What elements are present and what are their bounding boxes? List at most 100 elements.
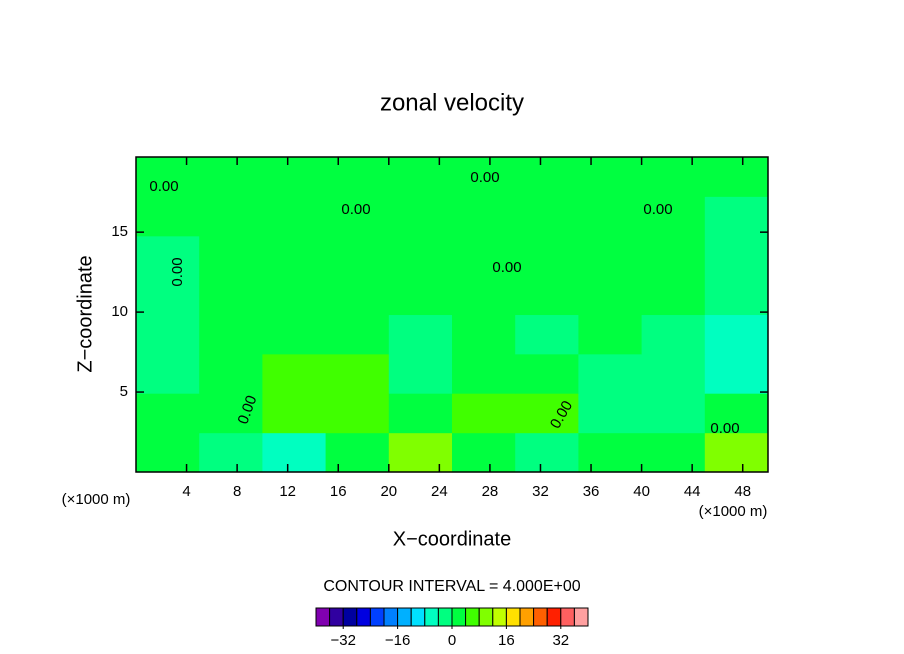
contour-cell [452, 235, 516, 276]
contour-cell [262, 353, 327, 394]
x-tick-label: 32 [532, 483, 549, 500]
contour-cell [704, 353, 769, 394]
contour-cell [704, 275, 769, 316]
y-axis-label: Z−coordinate [74, 255, 96, 372]
contour-label: 0.00 [169, 257, 186, 286]
contour-cell [452, 393, 516, 434]
contour-cell [199, 393, 263, 434]
contour-label: 0.00 [149, 178, 178, 195]
colorbar-box [329, 607, 344, 627]
contour-cell [704, 196, 769, 237]
x-tick-label: 24 [431, 483, 448, 500]
x-tick-label: 48 [734, 483, 751, 500]
y-tick-label: 15 [111, 223, 128, 240]
contour-cell [136, 353, 200, 394]
x-axis-label: X−coordinate [393, 528, 511, 550]
contour-cell [325, 275, 390, 316]
contour-cell [325, 156, 390, 197]
contour-cell [325, 235, 390, 276]
contour-cell [452, 196, 516, 237]
contour-cell [199, 156, 263, 197]
contour-cell [452, 156, 516, 197]
colorbar-box [533, 607, 548, 627]
contour-cell [388, 275, 453, 316]
colorbar-box [505, 607, 521, 627]
contour-cell [641, 275, 706, 316]
colorbar-box [410, 607, 426, 627]
colorbar-box [451, 607, 467, 627]
colorbar-tick-label: 16 [498, 632, 515, 649]
contour-cell [388, 393, 453, 434]
contour-cell [262, 393, 327, 434]
contour-cell [388, 196, 453, 237]
contour-cell [641, 314, 706, 355]
contour-cell [641, 196, 706, 237]
contour-cell [704, 314, 769, 355]
colorbar-box [560, 607, 575, 627]
contour-cell [262, 235, 327, 276]
x-unit-label: (×1000 m) [62, 491, 131, 508]
contour-cell [515, 156, 579, 197]
contour-cell [515, 393, 579, 434]
contour-cell [515, 353, 579, 394]
colorbar-box [465, 607, 480, 627]
colorbar-box [397, 607, 412, 627]
contour-cell [388, 353, 453, 394]
contour-cell [578, 393, 643, 434]
contour-cell [515, 314, 579, 355]
colorbar-box [478, 607, 494, 627]
contour-cell [452, 314, 516, 355]
colorbar-box [492, 607, 507, 627]
contour-cell [578, 432, 643, 473]
contour-cell [325, 314, 390, 355]
colorbar-tick-label: −32 [330, 632, 355, 649]
contour-label: 0.00 [341, 201, 370, 218]
x-tick-label: 40 [633, 483, 650, 500]
colorbar-box [315, 607, 331, 627]
y-tick-label: 5 [120, 383, 128, 400]
contour-cell [641, 432, 706, 473]
contour-cell [262, 432, 327, 473]
contour-cell [136, 235, 200, 276]
x-unit-label: (×1000 m) [699, 503, 768, 520]
contour-cell [199, 353, 263, 394]
contour-cell [136, 275, 200, 316]
contour-cell [199, 196, 263, 237]
contour-cell [641, 393, 706, 434]
contour-cell [388, 432, 453, 473]
x-tick-label: 36 [583, 483, 600, 500]
contour-cell [136, 393, 200, 434]
contour-cell [452, 275, 516, 316]
contour-cell [515, 275, 579, 316]
contour-cell [578, 353, 643, 394]
contour-label: 0.00 [643, 201, 672, 218]
contour-cell [515, 432, 579, 473]
contour-cell [452, 353, 516, 394]
contour-interval: CONTOUR INTERVAL = 4.000E+00 [323, 578, 580, 595]
contour-cell [578, 156, 643, 197]
x-tick-label: 16 [330, 483, 347, 500]
colorbar-box [573, 607, 589, 627]
contour-cell [641, 235, 706, 276]
colorbar-box [546, 607, 562, 627]
contour-cell [136, 156, 200, 197]
colorbar-box [383, 607, 399, 627]
colorbar-box [519, 607, 535, 627]
contour-cell [136, 196, 200, 237]
contour-cell [199, 432, 263, 473]
colorbar-box [424, 607, 439, 627]
contour-cell [136, 314, 200, 355]
colorbar-tick-label: 0 [448, 632, 456, 649]
contour-cell [199, 275, 263, 316]
contour-cell [262, 196, 327, 237]
contour-cell [578, 235, 643, 276]
contour-cell [452, 432, 516, 473]
contour-cell [704, 235, 769, 276]
contour-cell [388, 156, 453, 197]
contour-cell [325, 353, 390, 394]
x-tick-label: 28 [482, 483, 499, 500]
colorbar-tick-label: −16 [385, 632, 410, 649]
contour-cell [704, 432, 769, 473]
y-tick-label: 10 [111, 303, 128, 320]
